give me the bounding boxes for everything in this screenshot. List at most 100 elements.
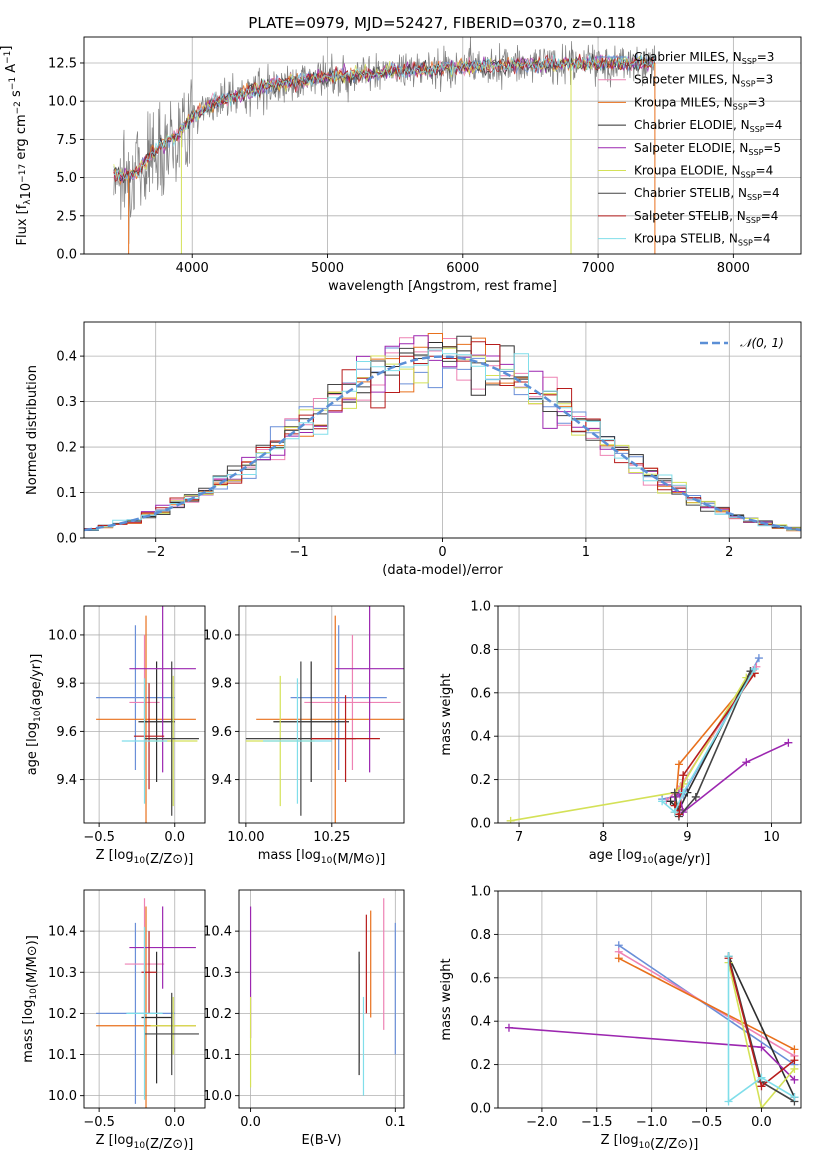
errorbar-point [141,931,157,1014]
residuals-panel: −2 −1 0 1 2 0.0 0.1 0.2 0.3 0.4 (data-model)/error… [25,321,802,578]
y-tick-label: 9.4 [56,773,77,788]
x-tick-label: 7 [515,830,523,845]
age_vs_Z-plot-area [96,606,199,823]
axes-frame [238,889,405,1109]
label-superscript: −1 [8,77,18,90]
y-tick-label: 10.0 [48,1089,77,1104]
y-axis-label: Normed distribution [25,365,40,495]
label-subscript: 10 [134,856,146,866]
errorbar-point [335,606,404,773]
label-part: Z [ [96,848,114,863]
errorbar-point [141,951,172,1084]
legend-text: =4 [762,186,780,200]
label-part: mass weight [439,673,454,755]
mass-weight-line [618,944,795,1066]
y-tick-label: 0.6 [470,971,491,986]
label-part: Z [ [96,1133,114,1148]
x-tick-label: 8 [599,830,607,845]
y-tick-label: 5.0 [56,171,77,186]
age_vs_mass-panel: 10.00 10.25 9.4 9.6 9.8 10.0 mass [log10(M/M⊙)… [203,605,405,867]
axes-frame [497,605,802,824]
x-tick-label: −0.5 [691,1115,723,1130]
label-superscript: −1 [3,51,13,64]
mass-weight-marker [754,654,763,663]
age_vs_Z-panel: −0.5 0.09.49.69.810.0Z [log10(Z/Z⊙)]age [… [25,605,206,867]
mass_vs_Z-plot-area [96,898,199,1108]
errorbar-point [133,683,165,790]
mass-weight-marker [691,792,700,801]
label-part: Flux [f [15,204,30,245]
x-axis-label: age [log10(age/yr)] [589,848,711,867]
y-axis-label: Flux [fλ10−17 erg cm−2 s−1 A−1] [0,46,34,246]
mass-weight-marker [790,1093,799,1102]
label-superscript: −17 [18,164,28,183]
y-tick-label: 0.0 [470,817,491,832]
legend-entry: Salpeter MILES, NSSP=3 [634,73,773,89]
label-part: log [114,848,134,863]
y-tick-label: 0.0 [470,1102,491,1117]
y-tick-label: 1.0 [470,600,491,615]
errorbar-point [304,634,401,770]
label-part: mass [ [258,848,301,863]
spectrum-plot-area [113,37,656,254]
label-part: A [4,64,19,77]
mass-weight-marker [790,1045,799,1054]
x-tick-label: 0.0 [751,1115,772,1130]
x-tick-label: −1.5 [581,1115,613,1130]
massweight_vs_Z-panel: −2.0 −1.5 −1.0 −0.5 0.0 0.0 0.2 0.4 0.6 0.8 1.0 Z [… [439,885,802,1152]
y-tick-label: 7.5 [56,133,77,148]
legend-entry: Salpeter ELODIE, NSSP=5 [634,141,781,157]
x-tick-label: 4000 [176,261,209,276]
mass-weight-marker [757,1043,766,1052]
errorbar-point [96,625,175,770]
residual-histogram [84,333,801,532]
label-subscript: 10 [33,710,43,722]
x-axis-label: Z [log10(Z/Z⊙)] [601,1133,699,1152]
mass-weight-marker [790,1075,799,1084]
x-tick-label: 0.0 [164,1115,185,1130]
x-axis-label: mass [log10(M/M⊙)] [258,848,386,867]
residual-legend: 𝒩(0, 1) [700,336,784,350]
errorbar-point [311,695,380,783]
mass-weight-marker [666,797,675,806]
x-tick-label: −0.5 [83,1115,115,1130]
label-subscript: 10 [642,856,654,866]
y-tick-label: 0.6 [470,686,491,701]
label-part: log [114,1133,134,1148]
errorbar-point [263,678,332,804]
legend-entry: Chabrier ELODIE, NSSP=4 [634,118,782,134]
mass_vs_ebv-plot-area [249,898,396,1096]
y-tick-label: 10.0 [203,1089,232,1104]
legend-text: =3 [756,73,774,87]
y-tick-label: 0.2 [56,441,77,456]
label-part: (Z/Z⊙)] [650,1137,698,1152]
label-part: age [ [589,848,622,863]
legend-text: =3 [748,95,766,109]
errorbar-point [129,906,196,989]
y-tick-label: 0.8 [470,643,491,658]
y-tick-label: 10.2 [203,1007,232,1022]
x-tick-label: 7000 [582,261,615,276]
age_vs_mass-plot-area [245,606,404,823]
label-part: log [622,848,642,863]
y-tick-label: 0.0 [56,532,77,547]
x-tick-label: −2.0 [526,1115,558,1130]
label-part: (age/yr)] [653,852,710,867]
legend-entry: Kroupa ELODIE, NSSP=4 [634,164,773,180]
mass-weight-marker [670,788,679,797]
errorbar-point [144,661,199,816]
x-axis-label: E(B-V) [301,1133,341,1148]
residual-histogram [84,349,801,531]
axes-frame [497,890,802,1109]
label-part: (data-model)/error [382,563,503,578]
y-tick-label: 10.0 [48,95,77,110]
legend-text: =4 [753,232,771,246]
y-tick-label: 10.1 [203,1048,232,1063]
mass-weight-marker [790,1064,799,1073]
errorbar-point [290,625,387,770]
label-subscript: 10 [134,1141,146,1151]
model-spectrum-line [113,54,655,182]
x-tick-label: 0.0 [240,1115,261,1130]
y-tick-label: 9.6 [56,725,77,740]
